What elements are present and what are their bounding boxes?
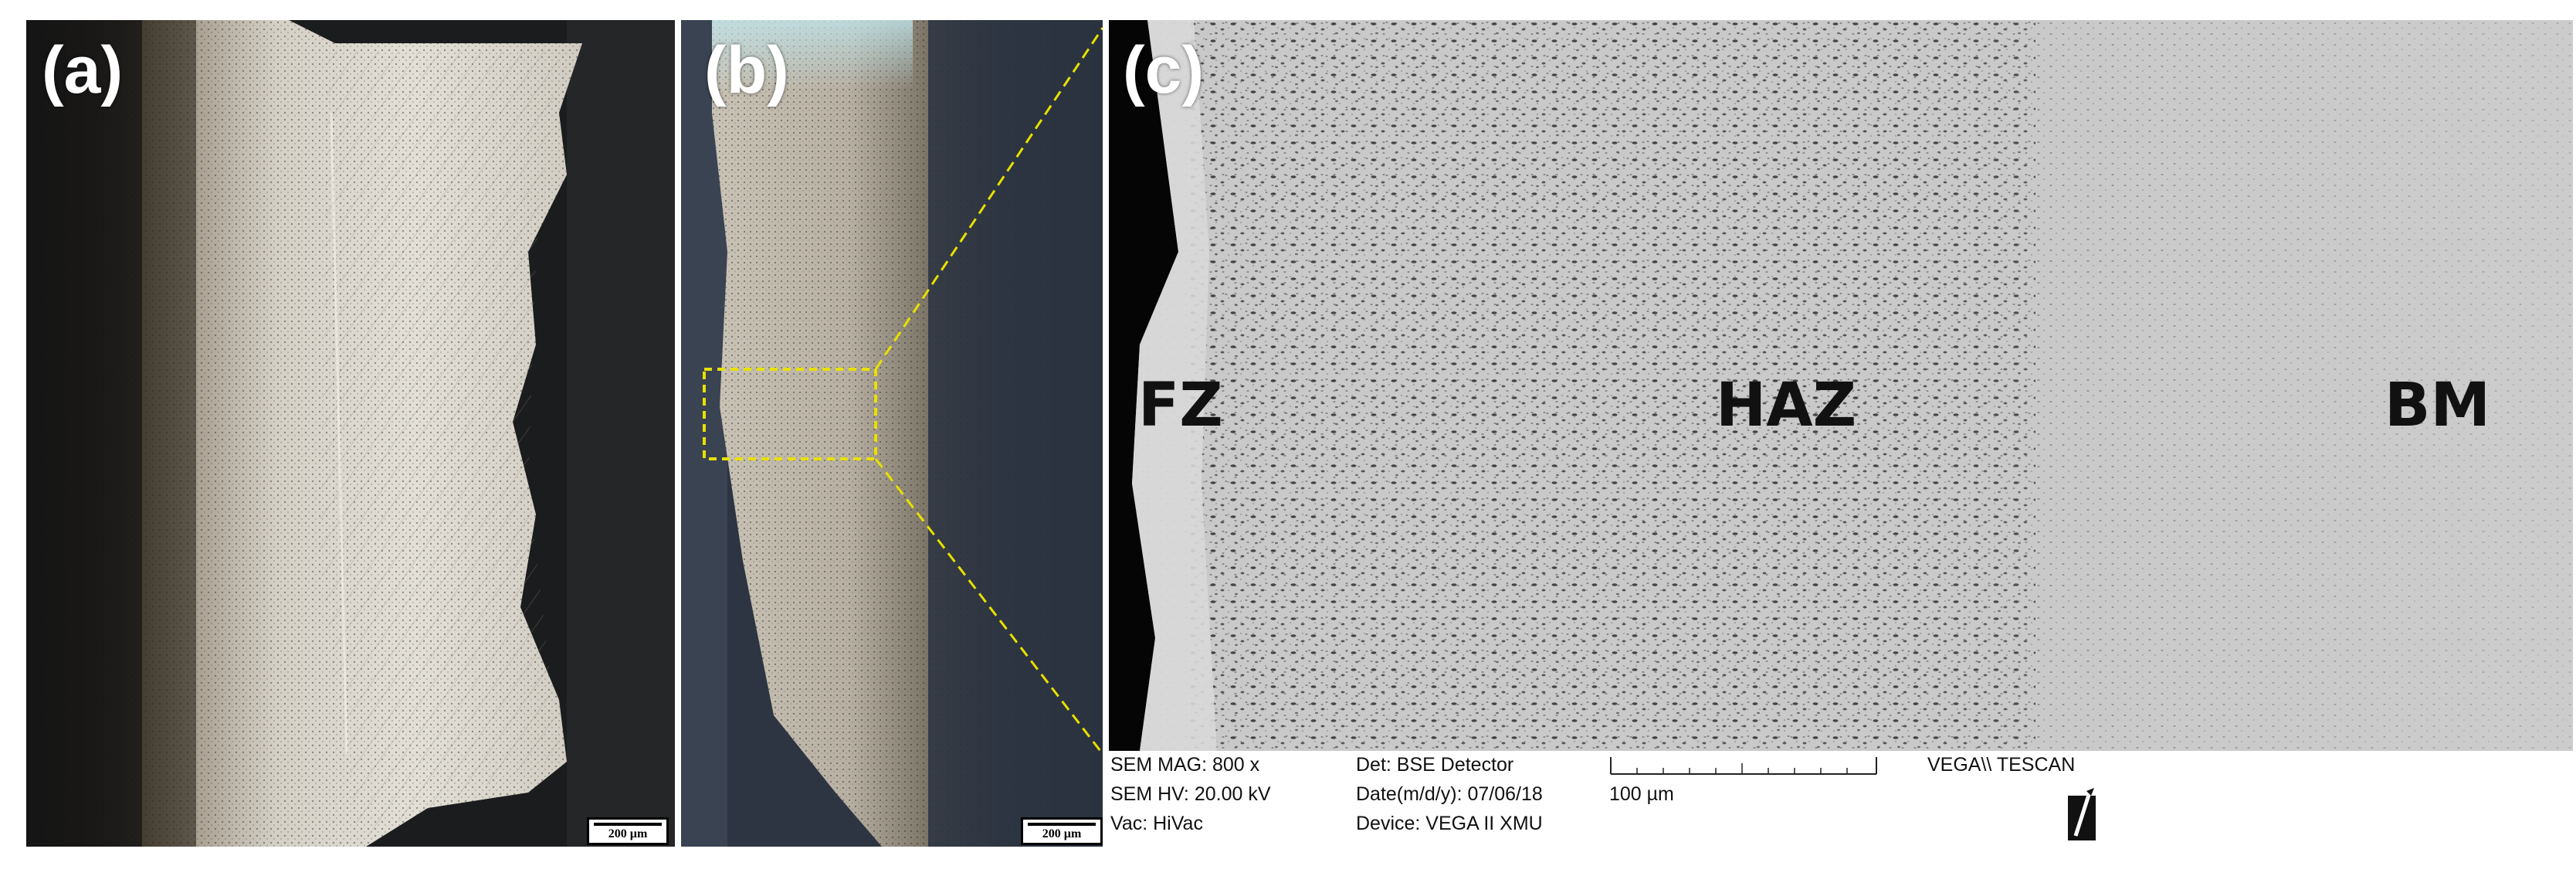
sem-micrograph-c: [1109, 20, 2573, 751]
sem-date: Date(m/d/y): 07/06/18: [1356, 783, 1543, 805]
sem-scale-text: 100 µm: [1609, 783, 1674, 805]
tescan-logo-icon: [2068, 788, 2096, 840]
sem-brand-text: VEGA\\ TESCAN: [1927, 754, 2076, 776]
zone-label-haz: HAZ: [1716, 371, 1857, 440]
scale-bar-b-text: 200 µm: [1042, 827, 1082, 840]
sem-detector: Det: BSE Detector: [1356, 754, 1514, 776]
optical-micrograph-b: [681, 20, 1103, 847]
sem-info-bar: SEM MAG: 800 x SEM HV: 20.00 kV Vac: HiV…: [1109, 751, 2573, 847]
scale-bar-a: 200 µm: [587, 817, 669, 845]
scale-bar-b-line: [1028, 823, 1096, 826]
sem-hv: SEM HV: 20.00 kV: [1110, 783, 1271, 805]
sem-scale-ruler: [1610, 757, 1877, 775]
scale-bar-b: 200 µm: [1021, 817, 1103, 845]
sem-image-panel-c: (c) FZ HAZ BM: [1109, 20, 2573, 751]
zone-label-fz: FZ: [1138, 371, 1223, 440]
sem-vac: Vac: HiVac: [1110, 813, 1203, 834]
panel-b-label: (b): [704, 33, 789, 107]
optical-micrograph-a: [26, 20, 675, 847]
sem-mag: SEM MAG: 800 x: [1110, 754, 1260, 776]
panel-c-label: (c): [1123, 33, 1205, 107]
zoom-region-box: [703, 368, 877, 460]
zone-label-bm: BM: [2384, 371, 2491, 440]
panel-a-label: (a): [42, 33, 124, 107]
zoom-guide-line-top: [874, 27, 1103, 370]
sem-device: Device: VEGA II XMU: [1356, 813, 1543, 834]
zoom-guide-line-bottom: [874, 458, 1103, 755]
micrograph-panel-a: (a) 200 µm: [26, 20, 675, 847]
micrograph-panel-b: (b) 200 µm: [681, 20, 1103, 847]
scale-bar-a-line: [594, 823, 662, 826]
scale-bar-a-text: 200 µm: [608, 827, 648, 840]
